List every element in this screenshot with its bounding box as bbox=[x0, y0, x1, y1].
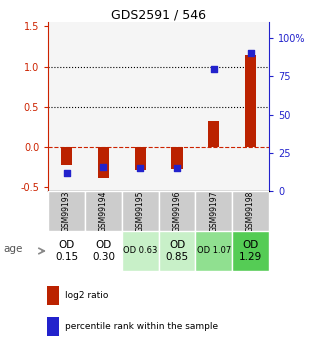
Text: GSM99198: GSM99198 bbox=[246, 191, 255, 232]
Text: OD
0.15: OD 0.15 bbox=[55, 240, 78, 262]
Text: GSM99194: GSM99194 bbox=[99, 190, 108, 232]
Point bbox=[64, 170, 69, 176]
Bar bbox=[85, 191, 122, 231]
Bar bbox=[48, 231, 85, 271]
Bar bbox=[135, 147, 146, 170]
Title: GDS2591 / 546: GDS2591 / 546 bbox=[111, 8, 206, 21]
Point bbox=[101, 164, 106, 170]
Bar bbox=[47, 286, 59, 306]
Bar bbox=[85, 231, 122, 271]
Text: log2 ratio: log2 ratio bbox=[65, 291, 108, 300]
Bar bbox=[245, 55, 256, 147]
Bar bbox=[159, 231, 195, 271]
Text: age: age bbox=[3, 244, 22, 254]
Point bbox=[248, 50, 253, 56]
Bar bbox=[159, 191, 195, 231]
Bar bbox=[232, 231, 269, 271]
Bar bbox=[208, 121, 219, 147]
Bar bbox=[122, 231, 159, 271]
Text: OD
0.30: OD 0.30 bbox=[92, 240, 115, 262]
Bar bbox=[195, 191, 232, 231]
Text: GSM99195: GSM99195 bbox=[136, 190, 145, 232]
Text: OD
1.29: OD 1.29 bbox=[239, 240, 262, 262]
Text: GSM99197: GSM99197 bbox=[209, 190, 218, 232]
Bar bbox=[195, 231, 232, 271]
Text: percentile rank within the sample: percentile rank within the sample bbox=[65, 322, 218, 331]
Text: GSM99193: GSM99193 bbox=[62, 190, 71, 232]
Text: GSM99196: GSM99196 bbox=[173, 190, 182, 232]
Text: OD
0.85: OD 0.85 bbox=[165, 240, 188, 262]
Text: OD 0.63: OD 0.63 bbox=[123, 246, 157, 256]
Bar bbox=[232, 191, 269, 231]
Bar bbox=[48, 191, 85, 231]
Bar bbox=[98, 147, 109, 178]
Text: OD 1.07: OD 1.07 bbox=[197, 246, 231, 256]
Bar bbox=[171, 147, 183, 169]
Bar bbox=[61, 147, 72, 165]
Point bbox=[138, 166, 143, 171]
Bar bbox=[47, 317, 59, 336]
Point bbox=[211, 66, 216, 71]
Bar bbox=[122, 191, 159, 231]
Point bbox=[174, 166, 179, 171]
